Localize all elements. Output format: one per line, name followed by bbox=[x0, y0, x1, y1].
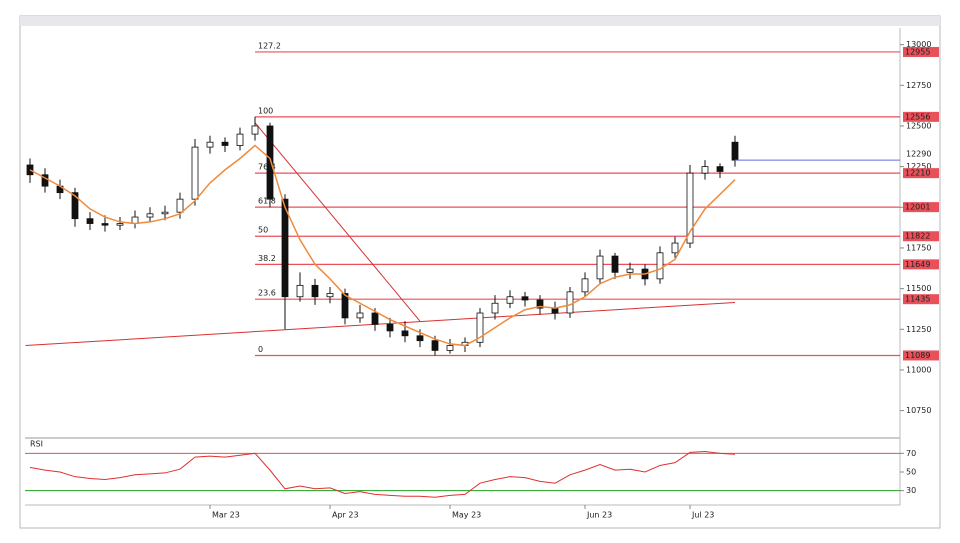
toolbar bbox=[20, 16, 940, 26]
candle-body bbox=[701, 166, 709, 174]
candle-body bbox=[206, 141, 214, 148]
fib-price-label: 12556 bbox=[905, 112, 930, 121]
y-tick-label: 11250 bbox=[906, 325, 931, 334]
y-tick-label: 12750 bbox=[906, 81, 931, 90]
trend-line bbox=[254, 122, 421, 322]
candle-body bbox=[446, 345, 454, 351]
candle-body bbox=[281, 198, 289, 298]
candle-body bbox=[656, 252, 664, 280]
rsi-tick-label: 30 bbox=[906, 486, 916, 495]
candle-body bbox=[521, 296, 529, 301]
candle-body bbox=[176, 198, 184, 213]
rsi-tick-label: 70 bbox=[906, 449, 916, 458]
candle-body bbox=[686, 172, 694, 244]
candle-body bbox=[476, 312, 484, 343]
rsi-title: RSI bbox=[30, 440, 43, 449]
y-tick-label: 13000 bbox=[906, 40, 931, 49]
fib-price-label: 11822 bbox=[905, 232, 930, 241]
x-tick-label: Apr 23 bbox=[332, 511, 359, 520]
moving-average bbox=[29, 144, 736, 347]
fib-level-label: 127.2 bbox=[258, 41, 281, 50]
candle-body bbox=[356, 312, 364, 319]
fib-price-label: 12001 bbox=[905, 203, 930, 212]
candle-body bbox=[731, 141, 739, 161]
candle-body bbox=[506, 296, 514, 304]
x-tick-label: Jun 23 bbox=[586, 511, 612, 520]
fib-price-label: 11089 bbox=[905, 351, 930, 360]
candle-body bbox=[101, 223, 109, 226]
rsi-line bbox=[29, 450, 736, 498]
candle-body bbox=[311, 284, 319, 298]
candle-body bbox=[716, 166, 724, 172]
candle-body bbox=[221, 141, 229, 146]
candle-body bbox=[581, 278, 589, 293]
window-frame bbox=[19, 15, 941, 529]
fib-price-label: 11435 bbox=[905, 295, 930, 304]
x-tick-label: May 23 bbox=[452, 511, 481, 520]
candle-body bbox=[86, 218, 94, 224]
y-tick-label: 11000 bbox=[906, 365, 931, 374]
fib-price-box bbox=[903, 350, 939, 361]
candle-body bbox=[626, 268, 634, 273]
fib-price-label: 12210 bbox=[905, 169, 930, 178]
candle-body bbox=[326, 293, 334, 298]
y-tick-label: 12500 bbox=[906, 121, 931, 130]
trend-line bbox=[25, 301, 736, 347]
fib-price-box bbox=[903, 168, 939, 179]
last-price-label: 12290 bbox=[906, 150, 931, 159]
fib-level-label: 50 bbox=[258, 226, 268, 235]
candle-body bbox=[161, 211, 169, 215]
candle-body bbox=[116, 223, 124, 226]
x-tick-label: Jul 23 bbox=[691, 511, 714, 520]
candle-body bbox=[371, 312, 379, 325]
y-tick-label: 11750 bbox=[906, 243, 931, 252]
rsi-tick-label: 50 bbox=[906, 468, 916, 477]
candle-body bbox=[236, 133, 244, 146]
candle-body bbox=[296, 284, 304, 298]
y-tick-label: 12250 bbox=[906, 162, 931, 171]
fib-price-label: 11649 bbox=[905, 260, 930, 269]
candle-body bbox=[266, 125, 274, 200]
fib-price-box bbox=[903, 231, 939, 242]
candle-body bbox=[191, 146, 199, 200]
candle-body bbox=[431, 340, 439, 351]
fib-level-label: 100 bbox=[258, 106, 273, 115]
candle-body bbox=[536, 299, 544, 309]
candle-body bbox=[671, 242, 679, 254]
x-tick-label: Mar 23 bbox=[212, 511, 240, 520]
candle-body bbox=[401, 330, 409, 337]
candle-body bbox=[386, 323, 394, 332]
candle-body bbox=[566, 291, 574, 314]
fib-price-box bbox=[903, 259, 939, 270]
candle-body bbox=[596, 255, 604, 280]
fib-level-label: 0 bbox=[258, 345, 263, 354]
fib-level-label: 23.6 bbox=[258, 289, 276, 298]
fib-price-box bbox=[903, 294, 939, 305]
candle-body bbox=[251, 125, 259, 135]
candle-body bbox=[146, 213, 154, 218]
fib-level-label: 38.2 bbox=[258, 254, 276, 263]
y-tick-label: 11500 bbox=[906, 284, 931, 293]
y-tick-label: 10750 bbox=[906, 406, 931, 415]
fib-price-box bbox=[903, 46, 939, 57]
fib-price-box bbox=[903, 111, 939, 122]
candle-body bbox=[416, 335, 424, 342]
candle-body bbox=[341, 293, 349, 319]
fib-level-label: 61.8 bbox=[258, 197, 276, 206]
candle-body bbox=[491, 302, 499, 314]
fib-price-label: 12955 bbox=[905, 47, 930, 56]
fib-price-box bbox=[903, 202, 939, 213]
candle-body bbox=[71, 192, 79, 220]
candle-body bbox=[611, 255, 619, 273]
